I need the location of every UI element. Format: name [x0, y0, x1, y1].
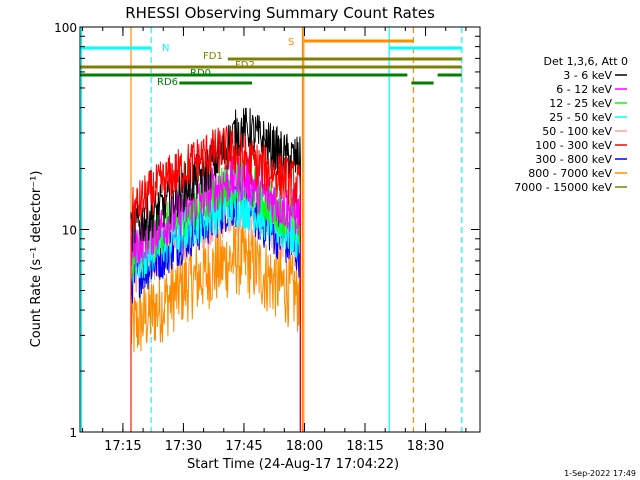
- legend-entry-label: 50 - 100 keV: [542, 125, 612, 138]
- series-line-6: [130, 125, 301, 432]
- plot-axes: 1 10 100 17:15 17:30 17:45 18:00 18:15 18:30: [54, 21, 481, 454]
- x-tick-label: 18:15: [346, 439, 383, 454]
- flag-label-n: N: [162, 43, 169, 54]
- x-tick-label: 17:45: [225, 439, 262, 454]
- y-tick-label: 10: [62, 224, 77, 238]
- y-tick-label: 1: [69, 426, 77, 440]
- flag-label-s: S: [288, 37, 294, 48]
- x-tick-label: 17:30: [165, 439, 202, 454]
- y-axis-label: Count Rate (s⁻¹ detector⁻¹): [29, 171, 44, 348]
- legend-entry-label: 25 - 50 keV: [549, 111, 612, 124]
- plot-content: [80, 27, 463, 432]
- flag-label-rd0: RD0: [190, 68, 211, 79]
- legend-entry-label: 300 - 800 keV: [535, 153, 612, 166]
- legend-entry-label: 7000 - 15000 keV: [514, 181, 612, 194]
- series-line-1: [130, 107, 301, 432]
- plot-area: N S FD1 FD2 RD0 RD6: [80, 27, 463, 432]
- flag-label-fd2: FD2: [235, 60, 255, 71]
- legend-entry-label: 100 - 300 keV: [535, 139, 612, 152]
- x-tick-label: 17:15: [104, 439, 141, 454]
- legend-entry-label: 12 - 25 keV: [549, 97, 612, 110]
- legend-entry-label: 800 - 7000 keV: [528, 167, 612, 180]
- legend-entry-label: 3 - 6 keV: [563, 69, 612, 82]
- legend-entry-label: 6 - 12 keV: [556, 83, 612, 96]
- footer-timestamp: 1-Sep-2022 17:49: [564, 469, 636, 478]
- x-axis-label: Start Time (24-Aug-17 17:04:22): [187, 457, 399, 472]
- x-tick-label: 18:30: [407, 439, 444, 454]
- y-tick-label: 100: [54, 21, 77, 35]
- chart-title: RHESSI Observing Summary Count Rates: [125, 4, 435, 22]
- legend-header: Det 1,3,6, Att 0: [544, 55, 628, 68]
- x-tick-label: 18:00: [286, 439, 323, 454]
- flag-label-fd1: FD1: [203, 51, 223, 62]
- flag-label-rd6: RD6: [157, 77, 178, 88]
